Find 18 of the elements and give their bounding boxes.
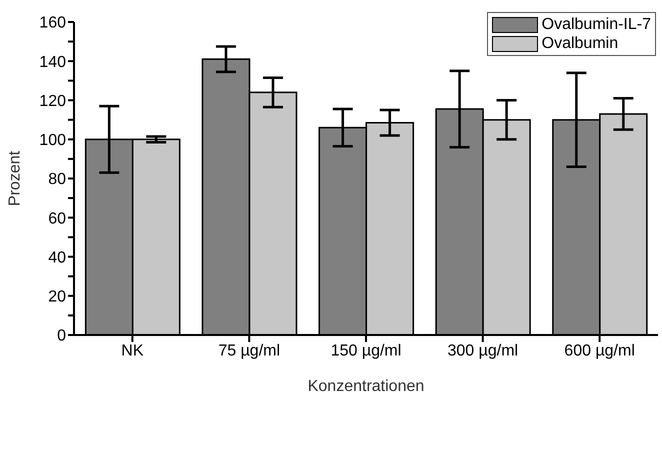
y-tick-label: 80: [48, 171, 66, 188]
y-tick-label: 0: [57, 328, 66, 345]
y-tick-label: 40: [48, 249, 66, 266]
y-tick-label: 140: [39, 54, 66, 71]
y-axis-title: Prozent: [6, 150, 24, 206]
x-tick-label: 75 µg/ml: [218, 342, 280, 360]
y-tick-label: 60: [48, 210, 66, 228]
x-tick-label: 600 µg/ml: [564, 342, 635, 360]
legend-label: Ovalbumin-IL-7: [542, 16, 651, 34]
y-tick-label: 100: [39, 132, 66, 150]
x-axis-title: Konzentrationen: [308, 378, 424, 395]
x-tick-label: NK: [121, 342, 144, 360]
y-tick-label: 120: [39, 92, 66, 110]
x-tick-label: 150 µg/ml: [330, 342, 402, 360]
y-tick-label: 160: [39, 14, 66, 32]
y-tick-label: 20: [48, 288, 66, 306]
legend-label: Ovalbumin: [542, 34, 618, 52]
x-tick-label: 300 µg/ml: [448, 342, 518, 360]
